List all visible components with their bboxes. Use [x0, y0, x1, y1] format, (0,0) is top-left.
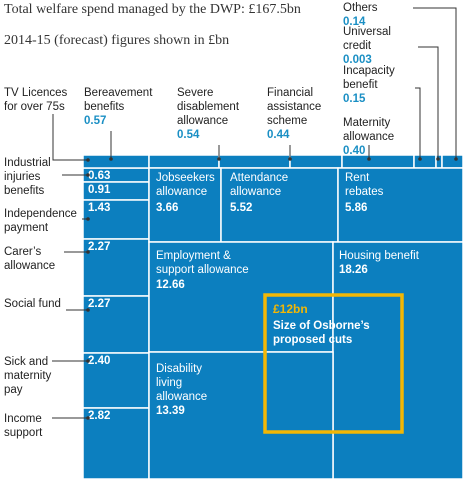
cell-social — [82, 238, 150, 297]
cell-label-dla: Disability living allowance — [156, 363, 207, 403]
leader-financial-dot — [288, 157, 292, 161]
value-others: 0.14 — [343, 16, 366, 28]
leader-others — [413, 7, 457, 159]
cell-value-income: 2.40 — [88, 355, 110, 367]
value-maternity: 0.40 — [343, 145, 366, 157]
cell-dla — [148, 351, 334, 480]
value-financial-assistance: 0.44 — [267, 129, 290, 141]
cell-label-jobseekers: Jobseekers allowance — [156, 172, 215, 198]
highlight-value: £12bn — [273, 302, 308, 316]
top-strip-cell-5 — [413, 154, 437, 169]
cell-attendance — [220, 167, 339, 243]
leader-others-dot — [454, 157, 458, 161]
label-sick-maternity: Sick and maternity pay — [4, 356, 52, 396]
label-income-support: Income support — [4, 413, 43, 439]
leader-income-dot — [86, 416, 90, 420]
top-strip-cell-2 — [218, 154, 291, 169]
label-industrial-injuries: Industrial injuries benefits — [4, 157, 51, 197]
leader-universal — [418, 46, 439, 159]
highlight-cuts-box — [263, 293, 404, 434]
label-maternity: Maternity allowance 0.40 — [343, 117, 395, 157]
cell-value-income2: 2.82 — [88, 410, 110, 422]
leader-tv — [52, 114, 88, 161]
cell-carers — [82, 199, 150, 240]
top-strip-cell-7 — [441, 154, 464, 169]
label-carers: Carer’s allowance — [4, 246, 56, 272]
leader-universal-dot — [436, 157, 440, 161]
leader-incapacity — [415, 87, 421, 159]
cell-esa — [148, 241, 334, 353]
chart-title: Total welfare spend managed by the DWP: … — [4, 2, 301, 17]
top-strip-cell-6 — [435, 154, 443, 169]
cell-value-carers: 1.43 — [88, 202, 110, 214]
cell-value-esa: 12.66 — [156, 279, 185, 291]
leader-incapacity-dot — [418, 157, 422, 161]
leader-social-dot — [86, 308, 90, 312]
leader-severe-dot — [217, 157, 221, 161]
leader-maternity-dot — [367, 157, 371, 161]
cell-value-independence: 0.91 — [88, 184, 111, 196]
cell-value-attendance: 5.52 — [230, 202, 252, 214]
label-others: Others 0.14 — [343, 2, 378, 28]
cell-rent — [337, 167, 464, 243]
top-strip-cell-3 — [289, 154, 343, 169]
label-social-fund: Social fund — [4, 298, 61, 310]
label-universal-credit: Universal credit 0.003 — [343, 26, 391, 66]
label-independence: Independence payment — [4, 208, 77, 234]
value-severe-disablement: 0.54 — [177, 129, 200, 141]
label-tv-licences: TV Licences for over 75s — [4, 87, 68, 113]
leader-carers-dot — [86, 250, 90, 254]
cell-label-housing: Housing benefit — [339, 250, 420, 262]
top-strip-cell-0 — [82, 154, 150, 169]
value-incapacity: 0.15 — [343, 93, 366, 105]
cell-housing — [332, 241, 464, 480]
cell-label-esa: Employment & support allowance — [156, 250, 249, 276]
cell-label-attendance: Attendance allowance — [230, 172, 288, 198]
cell-value-rent: 5.86 — [345, 202, 367, 214]
value-bereavement: 0.57 — [84, 115, 107, 127]
cell-value-social: 2.27 — [88, 241, 110, 253]
label-bereavement: Bereavement benefits 0.57 — [84, 87, 153, 127]
highlight-label: Size of Osborne’s proposed cuts — [273, 320, 370, 346]
leader-industrial-dot — [86, 173, 90, 177]
label-financial-assistance: Financial assistance scheme 0.44 — [267, 87, 322, 141]
cell-income2 — [82, 407, 150, 480]
label-incapacity: Incapacity benefit 0.15 — [343, 65, 395, 105]
leader-bereavement-dot — [109, 157, 113, 161]
cell-value-dla: 13.39 — [156, 405, 185, 417]
value-universal-credit: 0.003 — [343, 54, 372, 66]
cell-sick — [82, 295, 150, 354]
leader-sick-dot — [86, 359, 90, 363]
cell-value-sick: 2.27 — [88, 298, 110, 310]
leader-independence-dot — [86, 217, 90, 221]
chart-subtitle: 2014-15 (forecast) figures shown in £bn — [4, 33, 230, 48]
cell-value-jobseekers: 3.66 — [156, 202, 178, 214]
label-severe-disablement: Severe disablement allowance 0.54 — [177, 87, 240, 141]
cell-value-industrial: 0.63 — [88, 170, 110, 182]
cell-value-housing: 18.26 — [339, 264, 368, 276]
cell-label-rent: Rent rebates — [345, 172, 384, 198]
leader-tv-dot — [86, 158, 90, 162]
top-strip-cell-1 — [148, 154, 220, 169]
